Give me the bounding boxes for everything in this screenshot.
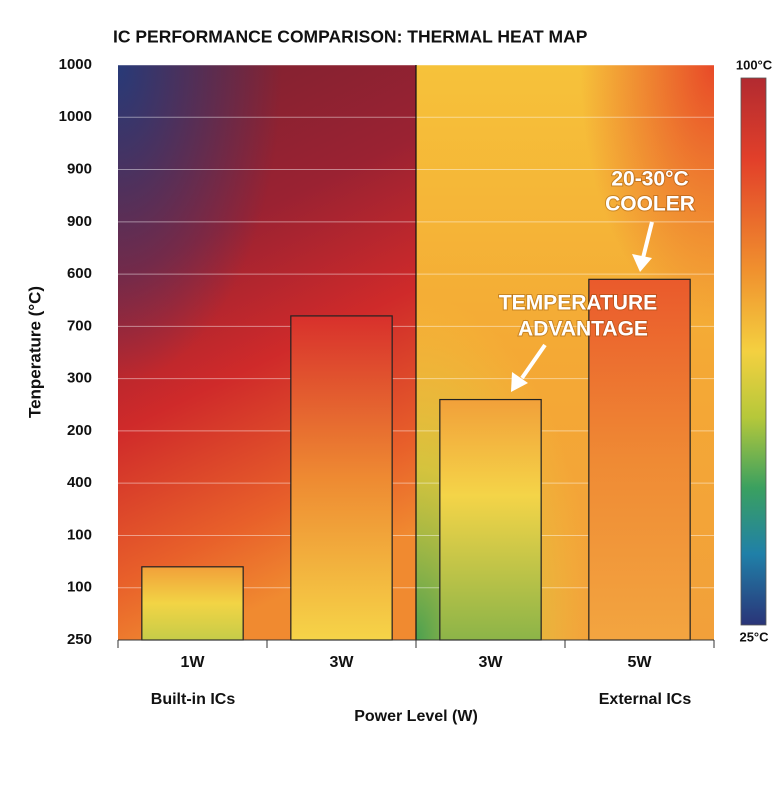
y-tick-label: 250 xyxy=(67,631,92,648)
annotation: 20-30°C xyxy=(611,168,688,191)
bar xyxy=(588,278,691,641)
annotation: ADVANTAGE xyxy=(518,318,648,341)
y-tick-label: 300 xyxy=(67,370,92,387)
x-tick-label: 5W xyxy=(628,654,653,671)
x-axis-label: Power Level (W) xyxy=(354,708,478,725)
y-tick-label: 900 xyxy=(67,213,92,230)
y-tick-label: 900 xyxy=(67,161,92,178)
x-tick-label: 3W xyxy=(330,654,355,671)
bar xyxy=(439,398,542,641)
colorbar-min: 25°C xyxy=(739,629,769,644)
y-tick-label: 600 xyxy=(67,265,92,282)
annotation: TEMPERATURE xyxy=(499,292,657,315)
annotation: COOLER xyxy=(605,193,695,216)
y-tick-label: 1000 xyxy=(59,108,92,125)
x-tick-label: 1W xyxy=(181,654,206,671)
group-label: Built-in ICs xyxy=(151,691,236,708)
arrowhead xyxy=(632,254,652,272)
group-label: External ICs xyxy=(599,691,692,708)
chart-title: IC PERFORMANCE COMPARISON: THERMAL HEAT … xyxy=(113,27,588,47)
bar xyxy=(141,566,244,641)
y-axis-label: Tenperature (°C) xyxy=(25,286,44,418)
y-tick-label: 1000 xyxy=(59,56,92,73)
y-tick-label: 400 xyxy=(67,474,92,491)
colorbar xyxy=(740,77,767,626)
arrows xyxy=(511,221,654,392)
arrowhead xyxy=(511,372,528,392)
arrow xyxy=(520,343,547,380)
arrow xyxy=(641,221,654,259)
bar xyxy=(290,315,393,641)
colorbar-max: 100°C xyxy=(736,57,773,72)
y-tick-label: 700 xyxy=(67,317,92,334)
y-tick-label: 200 xyxy=(67,422,92,439)
x-tick-label: 3W xyxy=(479,654,504,671)
y-tick-label: 100 xyxy=(67,579,92,596)
y-tick-label: 100 xyxy=(67,526,92,543)
